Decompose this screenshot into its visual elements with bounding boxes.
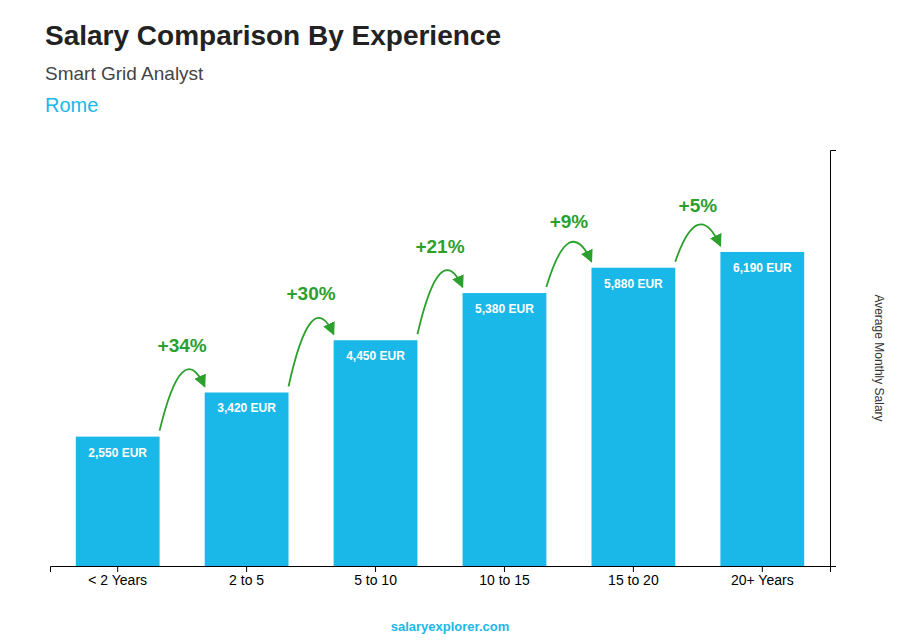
change-label: +34% [158,335,207,356]
data-label: 5,380 EUR [475,302,534,316]
footer: salaryexplorer.com [391,619,510,634]
x-tick: 2 to 5 [229,566,264,588]
data-label: 6,190 EUR [733,261,792,275]
x-axis: < 2 Years 2 to 5 5 to 10 10 to 15 15 to 20 20… [51,566,831,588]
data-label: 5,880 EUR [604,277,663,291]
change-label: +9% [550,211,589,232]
bars [76,252,804,566]
change-label: +5% [679,195,718,216]
data-labels: 2,550 EUR 3,420 EUR 4,450 EUR 5,380 EUR 5,88… [88,261,792,460]
data-label: 3,420 EUR [217,401,276,415]
x-axis-line [51,567,831,573]
change-arrow [417,270,462,334]
change-label: +30% [287,283,336,304]
y-axis-line [831,151,837,567]
y-axis [831,151,837,567]
change-arrow [546,242,591,287]
x-tick: 10 to 15 [479,566,530,588]
change-arrow [160,369,205,430]
x-tick-label: 5 to 10 [354,572,397,588]
x-tick-label: 10 to 15 [479,572,530,588]
bar [591,268,675,566]
x-tick: 20+ Years [731,566,794,588]
change-annotations: +34% +30% +21% +9% +5% [158,195,721,431]
x-tick: 15 to 20 [608,566,659,588]
data-label: 4,450 EUR [346,349,405,363]
x-tick-label: 15 to 20 [608,572,659,588]
subtitle: Smart Grid Analyst [45,63,204,84]
plot-area: < 2 Years 2 to 5 5 to 10 10 to 15 15 to 20 20… [51,151,837,588]
bar [205,392,289,566]
bar [334,340,418,566]
data-label: 2,550 EUR [88,446,147,460]
x-tick-label: 2 to 5 [229,572,264,588]
bar [463,293,547,566]
change-label: +21% [415,236,464,257]
city-label: Rome [45,94,98,116]
x-tick-label: < 2 Years [88,572,147,588]
change-arrow [675,224,720,261]
bar [720,252,804,566]
x-tick-label: 20+ Years [731,572,794,588]
bar [76,437,160,566]
title: Salary Comparison By Experience [45,20,501,51]
chart-svg: Salary Comparison By Experience Smart Gri… [0,0,900,641]
x-tick: 5 to 10 [354,566,397,588]
x-tick: < 2 Years [88,566,147,588]
change-arrow [289,318,334,387]
y-axis-title: Average Monthly Salary [872,294,886,421]
